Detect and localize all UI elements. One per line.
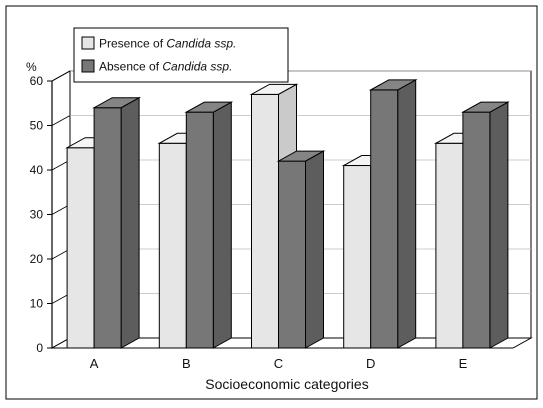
- legend-swatch-absence: [81, 59, 95, 73]
- bar-A-absence: [93, 107, 122, 349]
- bar-side-C-absence: [305, 150, 324, 349]
- bar-B-absence: [185, 111, 214, 349]
- x-tick-label-B: B: [182, 356, 191, 371]
- bar-top-B-absence: [184, 101, 234, 113]
- x-tick-label-A: A: [90, 356, 99, 371]
- x-tick-label-D: D: [366, 356, 375, 371]
- legend-swatch-presence: [81, 36, 95, 50]
- y-tick-label: 40: [30, 163, 44, 177]
- bar-top-C-absence: [276, 150, 326, 162]
- gridline-side: [51, 115, 71, 126]
- legend: Presence of Candida ssp. Absence of Cand…: [73, 27, 289, 83]
- y-tick-label: 60: [30, 74, 44, 88]
- bar-D-absence: [370, 89, 399, 349]
- bar-side-E-absence: [489, 101, 509, 349]
- bar-A-presence: [66, 147, 95, 349]
- bar-top-E-absence: [460, 101, 510, 113]
- y-tick-label: 30: [30, 208, 44, 222]
- legend-label-absence: Absence of Candida ssp.: [99, 60, 232, 74]
- x-axis-ticks: A B C D E: [90, 356, 468, 371]
- gridline-side: [51, 70, 71, 82]
- bars: [65, 79, 510, 349]
- y-tick-label: 50: [30, 119, 44, 133]
- y-axis-ticks: 0 10 20 30 40 50 60: [30, 74, 52, 355]
- bar-side-B-absence: [212, 101, 232, 349]
- x-axis-title: Socioeconomic categories: [205, 376, 368, 392]
- y-axis-label: %: [26, 60, 37, 74]
- legend-label-presence: Presence of Candida ssp.: [99, 37, 236, 51]
- x-tick-label-C: C: [274, 356, 283, 371]
- bar-side-A-absence: [120, 96, 140, 349]
- bar-top-A-absence: [92, 97, 142, 109]
- legend-box: [73, 27, 289, 83]
- bar-D-presence: [343, 165, 372, 349]
- x-tick-label-E: E: [459, 356, 468, 371]
- bar-side-D-absence: [397, 79, 417, 349]
- y-tick-label: 20: [30, 252, 44, 266]
- bar-E-presence: [435, 142, 464, 349]
- y-tick-label: 10: [30, 297, 44, 311]
- y-tick-label: 0: [36, 341, 43, 355]
- bar-B-presence: [158, 142, 187, 349]
- bar-E-absence: [462, 111, 491, 349]
- bar-top-D-absence: [368, 79, 418, 91]
- bar-C-presence: [251, 93, 279, 349]
- bar-C-absence: [278, 160, 306, 349]
- bar-top-C-presence: [249, 83, 299, 95]
